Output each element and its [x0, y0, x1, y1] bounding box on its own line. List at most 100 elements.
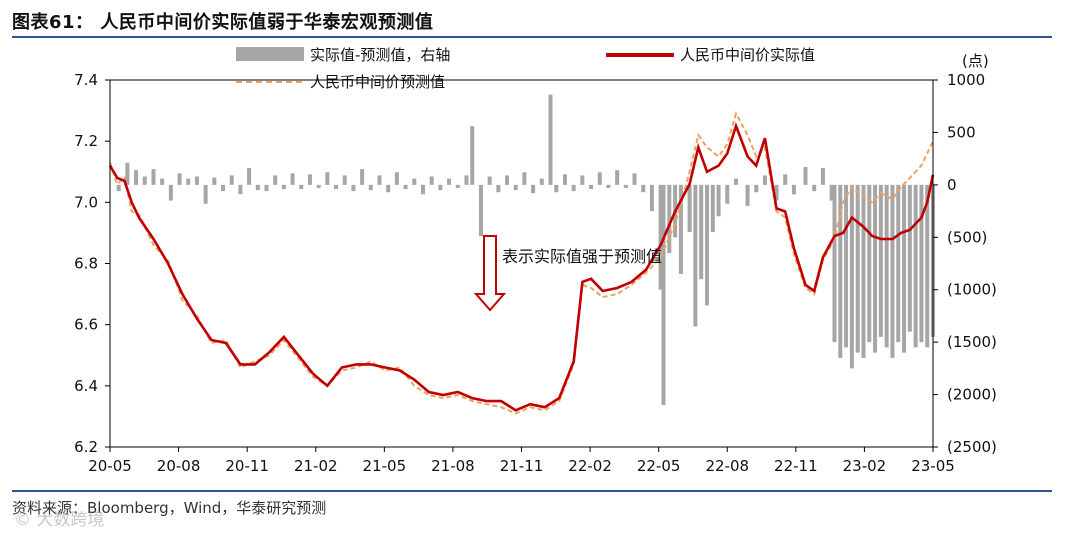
- diff-bar: [820, 168, 825, 185]
- left-axis-tick-label: 6.2: [74, 438, 98, 456]
- diff-bar: [873, 184, 878, 353]
- right-axis-tick-label: 1000: [947, 71, 985, 89]
- diff-bar: [160, 178, 165, 185]
- diff-bar: [855, 184, 860, 353]
- diff-bar: [667, 184, 672, 254]
- legend-label-actual: 人民币中间价实际值: [680, 46, 815, 64]
- diff-bar: [360, 169, 365, 185]
- x-axis-tick-label: 20-08: [157, 457, 201, 475]
- diff-bar: [925, 184, 930, 348]
- diff-bar: [221, 184, 226, 192]
- diff-bar: [116, 184, 121, 192]
- x-axis: 20-05 20-08 20-11 21-02 21-05 21-08 21-11 22-02…: [88, 447, 955, 475]
- diff-bar: [420, 184, 425, 195]
- diff-bar: [745, 184, 750, 206]
- diff-bar: [281, 184, 286, 190]
- diff-bar: [896, 184, 901, 343]
- diff-bar: [229, 175, 234, 185]
- diff-bar: [368, 184, 373, 191]
- diff-bar: [412, 178, 417, 185]
- right-axis-unit: (点): [962, 52, 989, 70]
- diff-bar: [907, 184, 912, 332]
- diff-bar: [531, 184, 536, 194]
- diff-bar: [693, 184, 698, 327]
- diff-bar: [838, 184, 843, 358]
- diff-bar: [351, 184, 356, 192]
- diff-bar: [867, 184, 872, 343]
- diff-bar: [447, 178, 452, 185]
- diff-bar: [902, 184, 907, 353]
- down-arrow-icon: [473, 235, 507, 312]
- diff-bar: [125, 162, 130, 185]
- x-axis-tick-label: 22-05: [637, 457, 681, 475]
- diff-bar: [325, 172, 330, 185]
- diff-bar: [878, 184, 883, 337]
- diff-bar: [774, 184, 779, 201]
- diff-bar: [913, 184, 918, 348]
- diff-bar: [255, 184, 260, 191]
- diff-bar: [487, 176, 492, 185]
- watermark: © 大数跨境: [14, 510, 105, 530]
- diff-bar: [861, 184, 866, 358]
- diff-bar: [470, 126, 475, 185]
- diff-bar: [307, 174, 312, 185]
- diff-bar: [438, 184, 443, 191]
- right-axis-tick-label: (1000): [947, 281, 997, 299]
- diff-bar: [496, 184, 501, 193]
- x-axis-tick-label: 20-11: [225, 457, 269, 475]
- diff-bar: [203, 184, 208, 204]
- diff-bar: [186, 178, 191, 185]
- diff-bar: [464, 175, 469, 185]
- left-axis-tick-label: 6.4: [74, 377, 98, 395]
- diff-bar: [890, 184, 895, 358]
- diff-bar: [273, 175, 278, 185]
- diff-bar: [554, 184, 559, 193]
- diff-bar: [803, 167, 808, 185]
- diff-bar: [832, 184, 837, 343]
- diff-bar: [562, 174, 567, 185]
- diff-bar: [844, 184, 849, 348]
- actual-line: [108, 121, 935, 412]
- diff-bar: [212, 177, 217, 185]
- x-axis-tick-label: 22-02: [568, 457, 612, 475]
- diff-bar: [829, 184, 834, 201]
- diff-bar: [733, 178, 738, 185]
- diff-bar: [754, 184, 759, 193]
- diff-bar: [299, 184, 304, 190]
- diff-bar: [377, 175, 382, 185]
- diff-bar: [142, 176, 147, 185]
- diff-bar: [403, 184, 408, 190]
- diff-bar: [429, 176, 434, 185]
- diff-bar: [812, 184, 817, 192]
- diff-bar: [580, 175, 585, 185]
- diff-bar: [791, 184, 796, 195]
- line-series: [108, 110, 935, 415]
- diff-bar: [710, 184, 715, 233]
- x-axis-tick-label: 21-11: [500, 457, 544, 475]
- diff-bar: [658, 184, 663, 290]
- x-axis-tick-label: 21-05: [363, 457, 407, 475]
- right-axis-tick-label: (1500): [947, 333, 997, 351]
- right-axis-tick-label: 0: [947, 176, 957, 194]
- diff-bar: [342, 175, 347, 185]
- diff-bar: [505, 175, 510, 185]
- diff-bar: [725, 184, 730, 204]
- diff-bar: [194, 176, 199, 185]
- diff-bar: [615, 170, 620, 185]
- page-title: 图表61： 人民币中间价实际值弱于华泰宏观预测值: [12, 12, 434, 33]
- diff-bar: [597, 172, 602, 185]
- diff-bar: [606, 184, 611, 189]
- diff-bar: [632, 173, 637, 185]
- left-axis-tick-label: 7.4: [74, 71, 98, 89]
- left-axis-tick-label: 6.6: [74, 316, 98, 334]
- diff-bar: [548, 94, 553, 185]
- diff-bar: [522, 172, 527, 185]
- diff-bar: [762, 175, 767, 185]
- diff-bar: [151, 169, 156, 185]
- diff-bar: [919, 184, 924, 343]
- diff-bar: [687, 184, 692, 233]
- left-axis-tick-label: 7.0: [74, 193, 98, 211]
- diff-bar: [177, 173, 182, 185]
- diff-bar: [290, 173, 295, 185]
- annotation: 表示实际值强于预测值: [473, 235, 662, 312]
